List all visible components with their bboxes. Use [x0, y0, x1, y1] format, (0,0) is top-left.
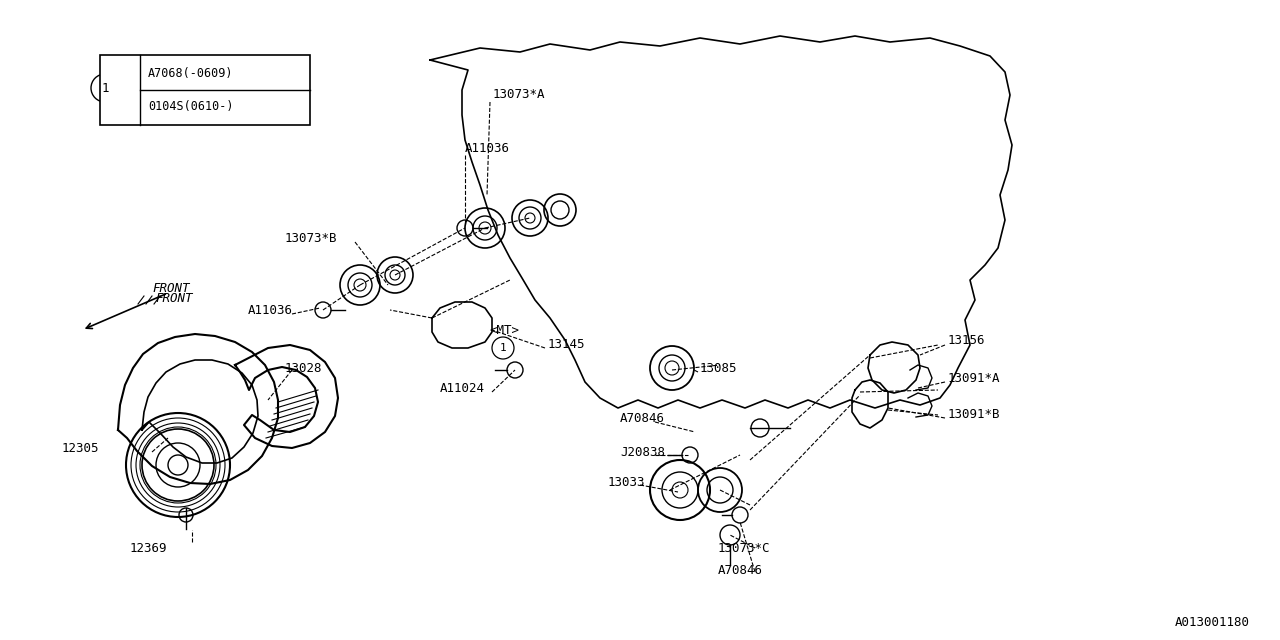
Text: J20838: J20838: [620, 445, 666, 458]
Text: FRONT: FRONT: [155, 291, 192, 305]
Text: 13085: 13085: [700, 362, 737, 374]
Text: 1: 1: [101, 81, 109, 95]
Polygon shape: [118, 334, 278, 484]
Text: 12369: 12369: [131, 541, 168, 554]
Text: FRONT: FRONT: [152, 282, 189, 295]
Text: 12305: 12305: [61, 442, 100, 454]
Text: 13145: 13145: [548, 339, 585, 351]
Text: 13073*A: 13073*A: [493, 88, 545, 102]
Text: 13073*B: 13073*B: [285, 232, 338, 244]
Bar: [100, 55, 310, 125]
Text: 13028: 13028: [285, 362, 323, 374]
Circle shape: [168, 455, 188, 475]
Text: 13156: 13156: [948, 333, 986, 346]
Text: A70846: A70846: [718, 563, 763, 577]
Text: A013001180: A013001180: [1175, 616, 1251, 628]
Text: 1: 1: [499, 343, 507, 353]
Text: 13073*C: 13073*C: [718, 541, 771, 554]
Text: 13091*A: 13091*A: [948, 371, 1001, 385]
Text: <MT>: <MT>: [490, 323, 520, 337]
Text: A7068(-0609): A7068(-0609): [148, 67, 233, 81]
Text: A11024: A11024: [440, 381, 485, 394]
Text: 13033: 13033: [608, 476, 645, 488]
Text: A11036: A11036: [465, 141, 509, 154]
Polygon shape: [142, 360, 259, 463]
Text: 13091*B: 13091*B: [948, 408, 1001, 422]
Text: 0104S(0610-): 0104S(0610-): [148, 100, 233, 113]
Text: A11036: A11036: [248, 303, 293, 317]
Text: A70846: A70846: [620, 412, 666, 424]
